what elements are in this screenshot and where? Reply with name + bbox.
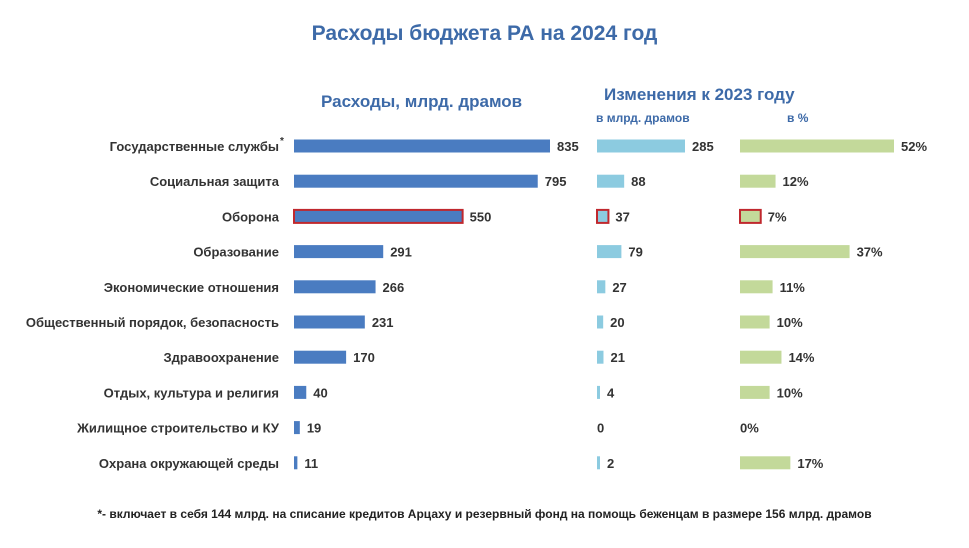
change-pct-value-label: 17% — [797, 456, 823, 471]
change-pct-value-label: 11% — [780, 280, 806, 295]
change-pct-bar — [740, 245, 850, 259]
category-label: Образование — [193, 245, 279, 260]
expense-value-label: 266 — [383, 280, 405, 295]
change-pct-bar — [740, 174, 776, 188]
change-abs-bar — [597, 350, 604, 364]
change-abs-value-label: 79 — [628, 245, 642, 260]
expense-bar — [294, 245, 384, 259]
expense-value-label: 291 — [390, 245, 412, 260]
change-pct-value-label: 10% — [777, 385, 803, 400]
change-pct-value-label: 12% — [783, 174, 809, 189]
change-abs-bar — [597, 456, 600, 470]
expense-bar — [294, 315, 365, 329]
change-abs-value-label: 20 — [610, 315, 624, 330]
change-pct-bar — [740, 456, 791, 470]
change-pct-bar — [740, 280, 773, 294]
change-abs-bar — [597, 174, 625, 188]
change-abs-value-label: 2 — [607, 456, 614, 471]
category-label: Экономические отношения — [104, 280, 279, 295]
change-pct-value-label: 7% — [768, 209, 787, 224]
change-abs-value-label: 88 — [631, 174, 645, 189]
footnote: *- включает в себя 144 млрд. на списание… — [97, 507, 872, 521]
panel-title-expenses: Расходы, млрд. драмов — [321, 92, 523, 111]
chart-title: Расходы бюджета РА на 2024 год — [311, 22, 658, 45]
change-pct-value-label: 0% — [740, 421, 759, 436]
change-pct-value-label: 14% — [788, 350, 814, 365]
expense-value-label: 19 — [307, 421, 321, 436]
panel-subtitle-change-abs: в млрд. драмов — [596, 111, 690, 125]
change-pct-bar — [740, 350, 782, 364]
change-abs-bar — [596, 208, 610, 224]
category-label: Социальная защита — [150, 174, 280, 189]
change-abs-bar — [597, 385, 600, 399]
expense-value-label: 550 — [470, 209, 492, 224]
category-label: Жилищное строительство и КУ — [76, 421, 280, 436]
change-abs-value-label: 0 — [597, 421, 604, 436]
panel-subtitle-change-pct: в % — [787, 111, 809, 125]
change-pct-value-label: 52% — [901, 139, 927, 154]
expense-bar — [294, 280, 376, 294]
change-pct-bar — [740, 385, 770, 399]
change-abs-value-label: 37 — [615, 209, 629, 224]
change-abs-value-label: 21 — [610, 350, 624, 365]
category-label: Государственные службы — [110, 139, 279, 154]
expense-bar — [294, 385, 307, 399]
change-abs-value-label: 4 — [607, 385, 615, 400]
category-label: Общественный порядок, безопасность — [26, 315, 279, 330]
change-abs-value-label: 285 — [692, 139, 714, 154]
expense-value-label: 795 — [545, 174, 567, 189]
expense-value-label: 170 — [353, 350, 375, 365]
expense-value-label: 835 — [557, 139, 579, 154]
change-abs-bar — [597, 315, 604, 329]
expense-bar — [294, 456, 298, 470]
change-pct-value-label: 37% — [857, 245, 883, 260]
change-abs-bar — [597, 139, 685, 153]
change-abs-bar — [597, 245, 622, 259]
category-label: Оборона — [222, 209, 280, 224]
change-pct-bar — [739, 208, 762, 224]
category-label: Отдых, культура и религия — [104, 385, 279, 400]
expense-bar — [294, 139, 550, 153]
expense-value-label: 231 — [372, 315, 394, 330]
change-pct-bar — [740, 139, 894, 153]
expense-value-label: 40 — [313, 385, 327, 400]
expense-bar — [294, 421, 300, 435]
expense-bar — [294, 174, 538, 188]
expense-bar — [294, 350, 347, 364]
category-label: Здравоохранение — [163, 350, 279, 365]
category-footnote-mark: * — [280, 136, 284, 147]
change-pct-bar — [740, 315, 770, 329]
expense-value-label: 11 — [304, 456, 318, 471]
expense-bar — [293, 208, 464, 224]
change-abs-bar — [597, 280, 606, 294]
category-label: Охрана окружающей среды — [99, 456, 279, 471]
panel-title-change: Изменения к 2023 году — [604, 85, 795, 104]
change-pct-value-label: 10% — [777, 315, 803, 330]
change-abs-value-label: 27 — [612, 280, 626, 295]
